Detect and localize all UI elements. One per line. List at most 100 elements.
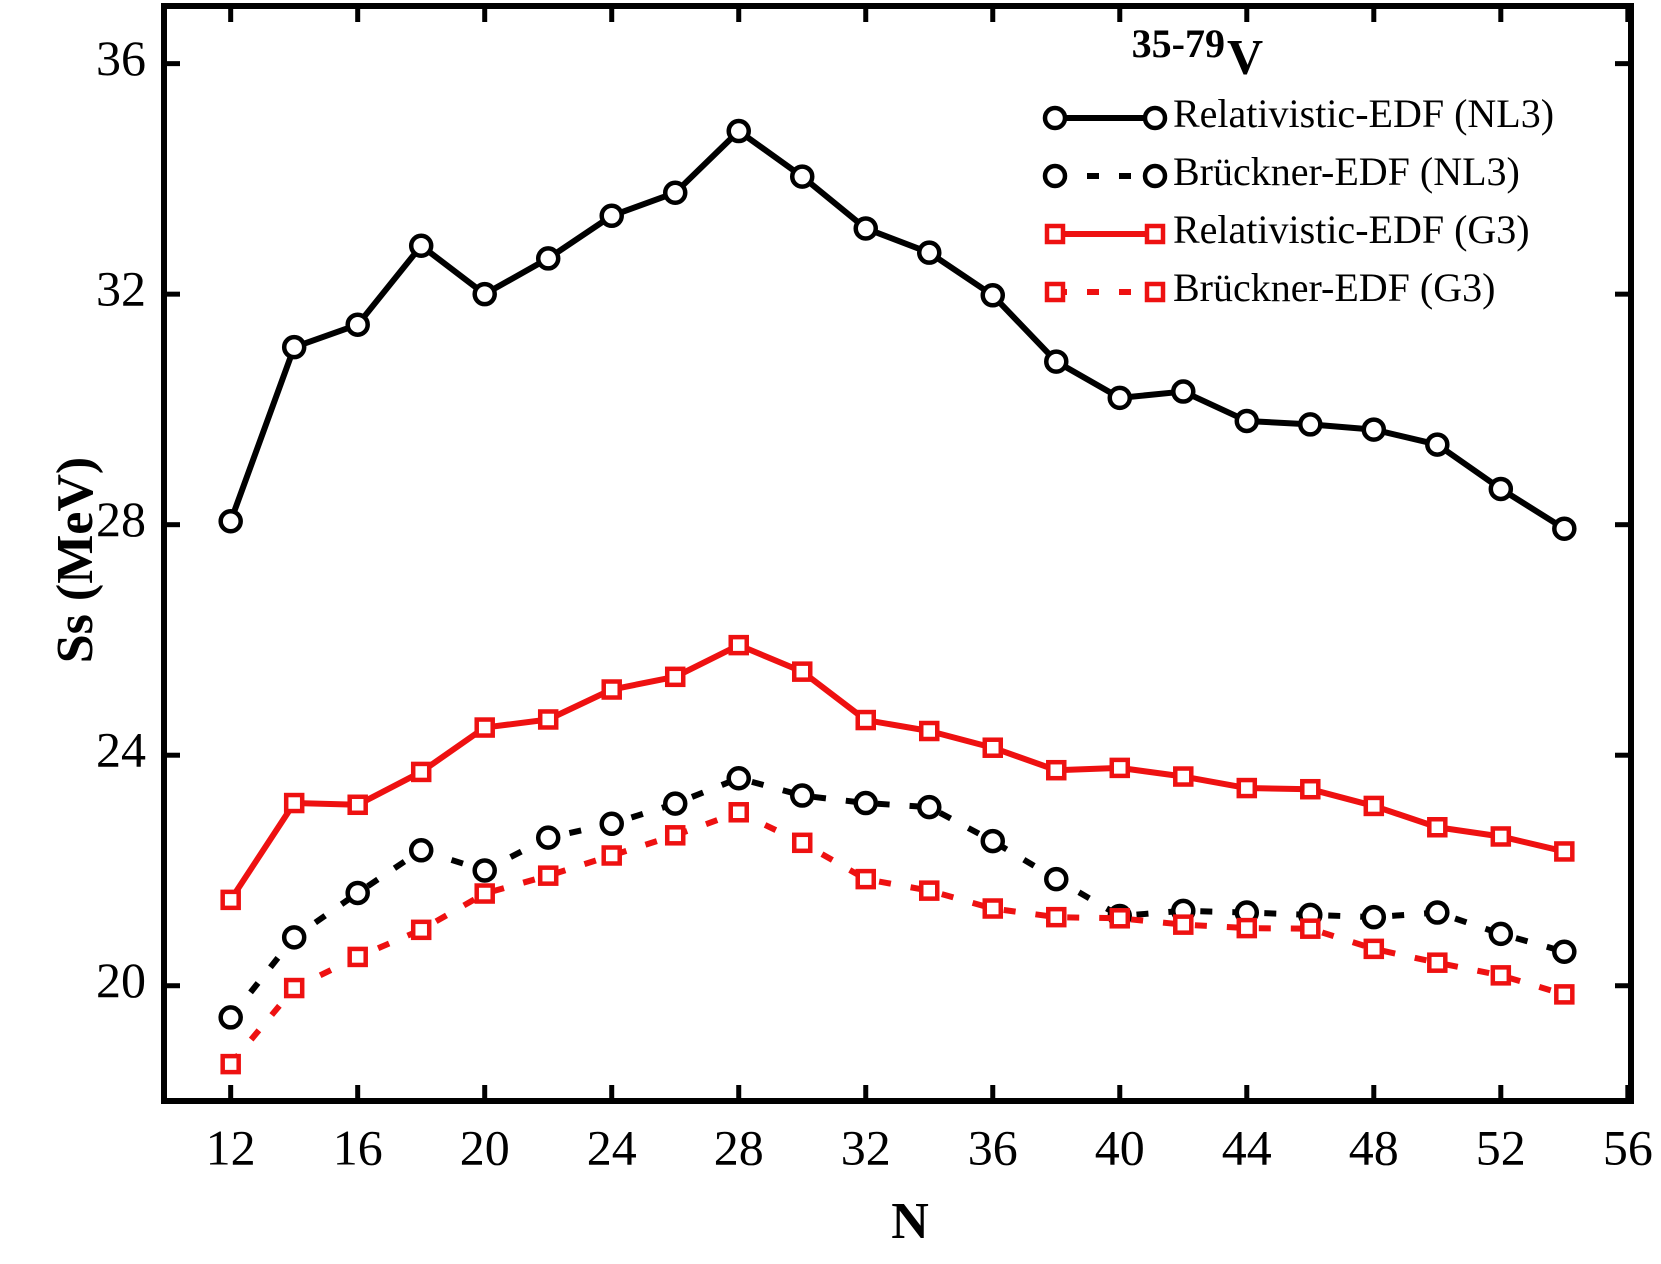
marker [1427,817,1448,838]
marker [1554,841,1575,862]
marker [472,858,497,883]
marker [1488,476,1514,502]
x-tick-label: 44 [1222,1119,1272,1175]
marker [1552,939,1577,964]
marker [1234,408,1260,434]
marker [853,216,878,241]
y-tick-label: 28 [96,491,146,547]
marker [980,283,1006,308]
marker [1046,759,1067,781]
marker [791,832,813,854]
marker [1554,984,1575,1005]
marker [408,838,434,863]
annotation-superscript: 35-79 [1132,21,1225,66]
marker [1300,778,1321,800]
marker [855,868,876,890]
marker [537,709,559,730]
series-line [228,775,1566,1020]
marker [789,783,815,808]
legend-marker [1042,105,1068,131]
marker [662,180,688,205]
marker [664,825,686,846]
marker [601,845,622,866]
marker [853,790,878,816]
marker [1490,826,1512,847]
y-axis-label: Ss (MeV) [47,457,104,664]
y-tick-label: 32 [96,261,146,317]
legend-marker [1144,281,1166,303]
x-tick-label: 28 [714,1119,764,1175]
marker [791,661,813,682]
marker [1488,921,1514,947]
marker [1173,914,1194,935]
marker [347,946,368,968]
marker [664,666,686,688]
legend-item: Relativistic-EDF (NL3) [1042,91,1554,136]
marker [1361,904,1387,930]
marker [855,709,876,731]
marker [1361,417,1387,442]
marker [1427,952,1448,973]
x-tick-label: 40 [1095,1119,1145,1175]
x-tick-label: 48 [1349,1119,1399,1175]
legend-label: Relativistic-EDF (G3) [1173,207,1530,252]
legend-marker [1144,223,1166,245]
marker [283,977,305,999]
marker [347,794,368,816]
legend-marker [1044,281,1066,303]
marker [218,1005,243,1030]
y-tick-label: 36 [96,30,146,86]
legend-marker [1142,105,1168,131]
marker [728,802,749,823]
marker [1236,777,1258,799]
x-tick-label: 12 [206,1119,256,1175]
x-tick-label: 36 [968,1119,1018,1175]
marker [537,865,559,886]
marker [728,634,749,656]
marker [1298,412,1323,437]
marker [220,1053,241,1075]
marker [919,880,940,901]
marker [535,825,561,850]
marker [726,766,751,791]
y-tick-label: 24 [96,722,146,778]
marker [726,118,751,144]
x-tick-label: 20 [460,1119,510,1175]
marker [599,811,624,837]
x-tick-label: 56 [1603,1119,1653,1175]
marker [662,791,688,816]
marker [599,203,624,229]
legend-marker [1044,223,1066,245]
legend-item: Brückner-EDF (NL3) [1042,149,1520,194]
legend-item: Brückner-EDF (G3) [1044,265,1495,310]
legend-label: Brückner-EDF (G3) [1173,265,1495,310]
marker [1044,866,1069,892]
legend-item: Relativistic-EDF (G3) [1044,207,1530,252]
series-line [228,642,1566,902]
legend-label: Brückner-EDF (NL3) [1173,149,1520,194]
x-axis-label: N [891,1193,929,1250]
marker [789,164,815,189]
x-tick-label: 16 [333,1119,383,1175]
marker [474,883,495,904]
marker [1425,432,1450,457]
marker [218,508,243,534]
marker [283,792,305,814]
marker [601,679,622,700]
x-tick-label: 24 [587,1119,637,1175]
marker [472,281,497,307]
marker [1046,906,1067,928]
plot-frame [161,3,1634,1104]
marker [1044,349,1069,374]
legend-marker [1042,163,1068,189]
marker [1236,917,1258,939]
legend-marker [1142,163,1168,189]
marker [1363,795,1385,817]
marker [1490,965,1512,986]
marker [345,312,370,337]
marker [220,889,241,911]
y-tick-label: 20 [96,952,146,1008]
marker [1363,938,1385,960]
